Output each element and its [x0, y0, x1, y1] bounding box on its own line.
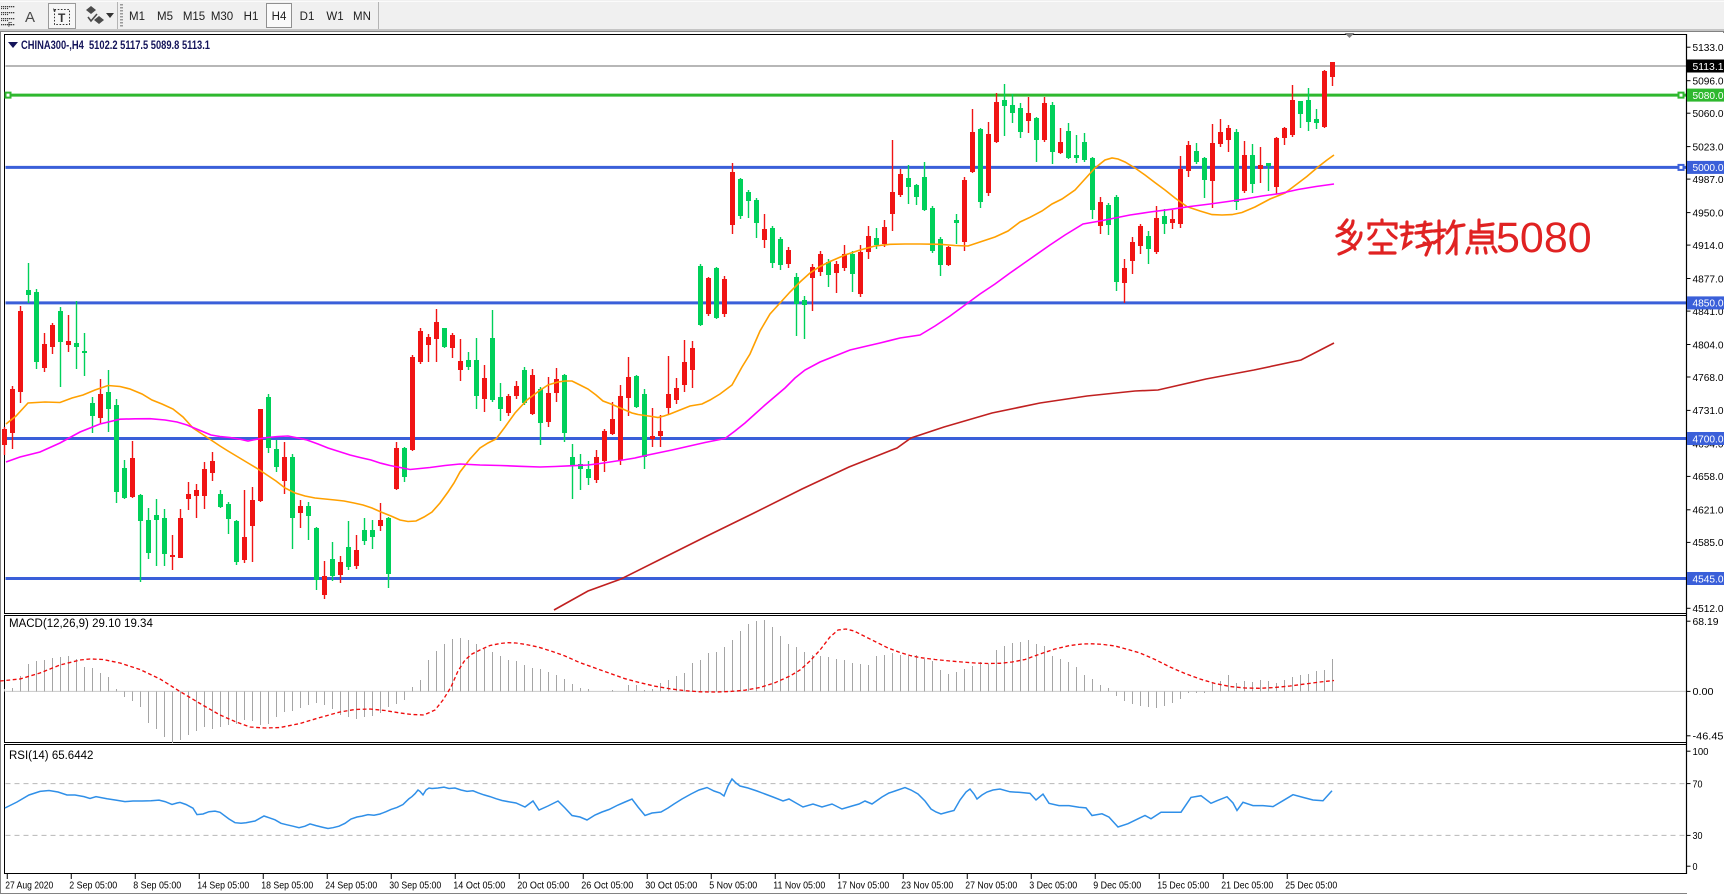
svg-text:23 Nov 05:00: 23 Nov 05:00 [901, 880, 953, 892]
svg-text:5080.0: 5080.0 [1693, 90, 1724, 102]
svg-text:4914.0: 4914.0 [1693, 240, 1724, 252]
svg-text:14 Sep 05:00: 14 Sep 05:00 [197, 880, 249, 892]
svg-text:M15: M15 [183, 11, 205, 23]
svg-text:0.00: 0.00 [1693, 686, 1714, 698]
svg-text:5080: 5080 [1496, 214, 1592, 262]
svg-text:4768.0: 4768.0 [1693, 372, 1724, 384]
svg-text:4850.0: 4850.0 [1693, 298, 1724, 310]
svg-text:27 Nov 05:00: 27 Nov 05:00 [965, 880, 1017, 892]
svg-text:25 Dec 05:00: 25 Dec 05:00 [1285, 880, 1337, 892]
svg-text:26 Oct 05:00: 26 Oct 05:00 [581, 880, 633, 892]
svg-text:15 Dec 05:00: 15 Dec 05:00 [1157, 880, 1209, 892]
svg-text:30 Sep 05:00: 30 Sep 05:00 [389, 880, 441, 892]
svg-text:4731.0: 4731.0 [1693, 405, 1724, 417]
svg-text:24 Sep 05:00: 24 Sep 05:00 [325, 880, 377, 892]
svg-text:MACD(12,26,9) 29.10 19.34: MACD(12,26,9) 29.10 19.34 [9, 618, 153, 630]
svg-text:4804.0: 4804.0 [1693, 339, 1724, 351]
svg-text:2 Sep 05:00: 2 Sep 05:00 [69, 880, 117, 892]
svg-text:4877.0: 4877.0 [1693, 273, 1724, 285]
svg-text:4621.0: 4621.0 [1693, 505, 1724, 517]
svg-text:14 Oct 05:00: 14 Oct 05:00 [453, 880, 505, 892]
svg-text:5023.0: 5023.0 [1693, 141, 1724, 153]
svg-text:5113.1: 5113.1 [1693, 61, 1724, 73]
svg-text:18 Sep 05:00: 18 Sep 05:00 [261, 880, 313, 892]
svg-text:68.19: 68.19 [1693, 616, 1719, 628]
svg-text:30 Oct 05:00: 30 Oct 05:00 [645, 880, 697, 892]
svg-text:100: 100 [1693, 746, 1709, 758]
svg-text:5 Nov 05:00: 5 Nov 05:00 [709, 880, 757, 892]
svg-text:4658.0: 4658.0 [1693, 471, 1724, 483]
svg-text:5096.0: 5096.0 [1693, 76, 1724, 88]
svg-text:3 Dec 05:00: 3 Dec 05:00 [1029, 880, 1077, 892]
svg-text:11 Nov 05:00: 11 Nov 05:00 [773, 880, 825, 892]
svg-text:4545.0: 4545.0 [1693, 573, 1724, 585]
svg-text:W1: W1 [326, 11, 343, 23]
svg-text:4585.0: 4585.0 [1693, 537, 1724, 549]
svg-text:17 Nov 05:00: 17 Nov 05:00 [837, 880, 889, 892]
svg-text:MN: MN [353, 11, 371, 23]
svg-text:70: 70 [1693, 778, 1703, 790]
svg-text:4987.0: 4987.0 [1693, 174, 1724, 186]
svg-text:A: A [25, 9, 35, 26]
svg-text:27 Aug 2020: 27 Aug 2020 [5, 880, 53, 892]
svg-text:21 Dec 05:00: 21 Dec 05:00 [1221, 880, 1273, 892]
svg-text:20 Oct 05:00: 20 Oct 05:00 [517, 880, 569, 892]
svg-text:5060.0: 5060.0 [1693, 108, 1724, 120]
svg-text:-46.45: -46.45 [1693, 731, 1724, 743]
svg-text:T: T [58, 11, 66, 25]
svg-text:CHINA300-,H4 5102.2 5117.5 50: CHINA300-,H4 5102.2 5117.5 5089.8 5113.1 [21, 38, 210, 52]
svg-text:4512.0: 4512.0 [1693, 603, 1724, 615]
svg-text:F: F [8, 22, 12, 29]
svg-text:9 Dec 05:00: 9 Dec 05:00 [1093, 880, 1141, 892]
svg-text:5133.0: 5133.0 [1693, 42, 1724, 54]
svg-text:D1: D1 [300, 11, 315, 23]
svg-text:H4: H4 [272, 11, 287, 23]
svg-text:RSI(14) 65.6442: RSI(14) 65.6442 [9, 750, 93, 762]
svg-text:4950.0: 4950.0 [1693, 207, 1724, 219]
svg-text:M5: M5 [157, 11, 173, 23]
svg-text:8 Sep 05:00: 8 Sep 05:00 [133, 880, 181, 892]
svg-text:5000.0: 5000.0 [1693, 162, 1724, 174]
svg-text:M1: M1 [129, 11, 145, 23]
svg-text:H1: H1 [244, 11, 259, 23]
svg-text:M30: M30 [211, 11, 233, 23]
svg-text:4700.0: 4700.0 [1693, 433, 1724, 445]
svg-text:0: 0 [1693, 861, 1698, 873]
svg-text:30: 30 [1693, 830, 1703, 842]
